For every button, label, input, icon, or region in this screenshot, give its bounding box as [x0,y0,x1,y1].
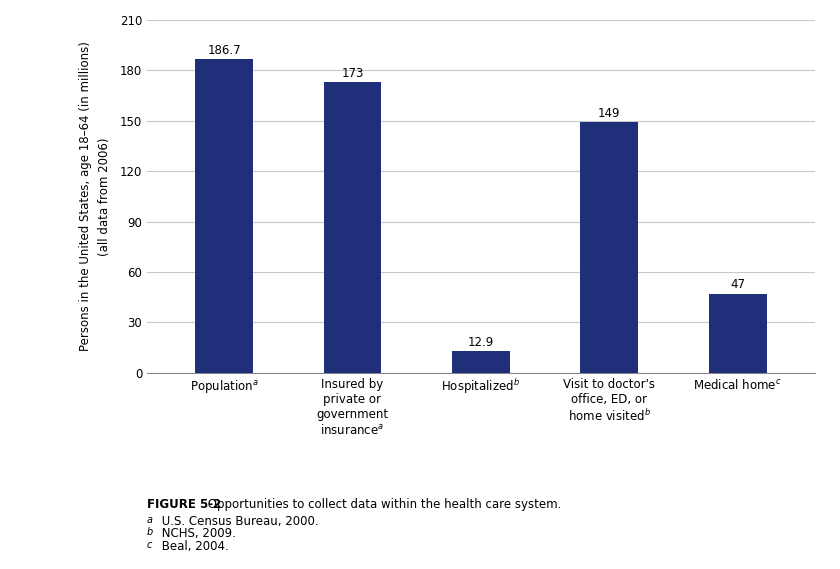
Text: FIGURE 5-2: FIGURE 5-2 [147,498,221,511]
Text: Beal, 2004.: Beal, 2004. [158,540,228,553]
Text: 12.9: 12.9 [468,336,494,348]
Bar [323,82,381,373]
Text: 149: 149 [598,107,621,120]
Text: U.S. Census Bureau, 2000.: U.S. Census Bureau, 2000. [158,515,318,528]
Text: a: a [147,515,153,525]
Text: 47: 47 [730,278,745,291]
Bar [195,59,253,373]
Text: NCHS, 2009.: NCHS, 2009. [158,527,236,541]
Y-axis label: Persons in the United States, age 18–64 (in millions)
(all data from 2006): Persons in the United States, age 18–64 … [80,42,112,351]
Text: b: b [147,527,153,538]
Bar [580,122,638,373]
Bar [452,351,510,373]
Text: Opportunities to collect data within the health care system.: Opportunities to collect data within the… [204,498,561,511]
Text: 173: 173 [341,67,364,80]
Bar [709,294,767,373]
Text: c: c [147,540,152,550]
Text: 186.7: 186.7 [207,44,241,56]
